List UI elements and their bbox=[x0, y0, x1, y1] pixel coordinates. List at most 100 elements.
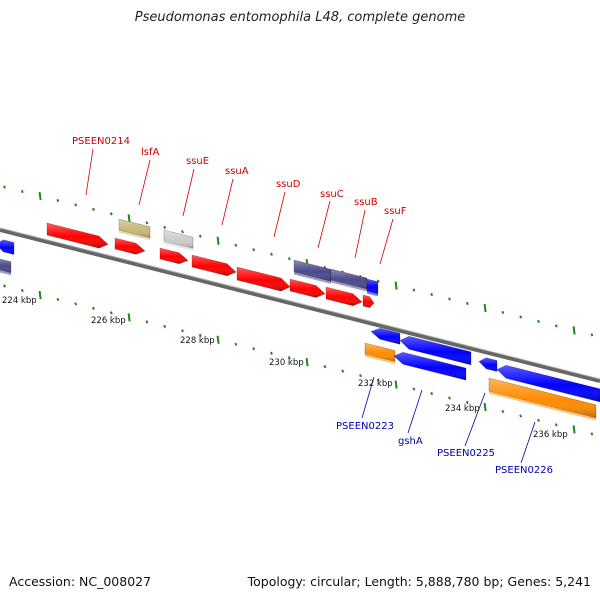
scale-label-232: 232 kbp bbox=[358, 379, 393, 389]
outer-major-tick bbox=[216, 236, 220, 245]
inner-minor-tick bbox=[359, 373, 362, 378]
backbone bbox=[0, 227, 600, 383]
accession-text: Accession: NC_008027 bbox=[9, 574, 152, 589]
inner-major-tick bbox=[572, 425, 576, 434]
outer-minor-tick bbox=[537, 319, 540, 324]
gene-label-lsfa: lsfA bbox=[141, 147, 160, 158]
inner-minor-tick bbox=[234, 342, 238, 346]
inner-minor-tick bbox=[252, 347, 256, 351]
outer-major-tick bbox=[483, 303, 487, 313]
outer-minor-tick bbox=[74, 203, 78, 207]
feature-ssuc bbox=[293, 259, 332, 284]
scale-label-226: 226 kbp bbox=[91, 316, 126, 326]
outer-minor-tick bbox=[590, 333, 594, 337]
outer-minor-tick bbox=[519, 315, 523, 319]
outer-minor-tick bbox=[56, 198, 60, 203]
feature-pseen0214 bbox=[46, 222, 109, 249]
scale-label-236: 236 kbp bbox=[533, 430, 568, 440]
feature-lsfa bbox=[118, 218, 151, 241]
inner-minor-tick bbox=[198, 333, 202, 337]
gene-label-gsha: gshA bbox=[398, 436, 423, 447]
feature-left-slate bbox=[0, 258, 12, 276]
feature-ssud bbox=[236, 266, 291, 292]
inner-minor-tick bbox=[20, 288, 24, 293]
outer-minor-tick bbox=[3, 185, 6, 189]
scale-label-228: 228 kbp bbox=[180, 336, 215, 346]
inner-minor-tick bbox=[448, 396, 451, 400]
inner-minor-tick bbox=[145, 320, 149, 324]
outer-minor-tick bbox=[270, 252, 273, 256]
feature-ssuf-blue bbox=[366, 278, 379, 297]
outer-minor-tick bbox=[501, 310, 505, 315]
inner-minor-tick bbox=[56, 297, 60, 302]
inner-minor-tick bbox=[465, 400, 469, 405]
inner-minor-tick bbox=[412, 387, 416, 391]
outer-minor-tick bbox=[234, 243, 238, 247]
inner-minor-tick bbox=[74, 302, 78, 306]
gene-label-ssuf: ssuF bbox=[384, 206, 407, 217]
leader-pseen0214 bbox=[85, 148, 94, 196]
topology-text: Topology: circular; Length: 5,888,780 bp… bbox=[247, 574, 591, 589]
outer-minor-tick bbox=[20, 189, 24, 194]
inner-minor-tick bbox=[181, 329, 184, 333]
leader-ssuc bbox=[317, 200, 331, 249]
scale-label-234: 234 kbp bbox=[445, 404, 480, 414]
inner-minor-tick bbox=[3, 284, 6, 288]
inner-minor-tick bbox=[537, 418, 540, 423]
feature-ssue bbox=[163, 229, 194, 251]
outer-minor-tick bbox=[465, 301, 469, 306]
inner-minor-tick bbox=[163, 324, 167, 328]
feature-pseen0226-rna bbox=[488, 377, 597, 421]
outer-minor-tick bbox=[376, 279, 380, 283]
inner-tick-ring bbox=[3, 284, 594, 436]
gene-label-ssua: ssuA bbox=[225, 166, 249, 177]
outer-minor-tick bbox=[287, 257, 291, 261]
outer-major-tick bbox=[394, 281, 398, 290]
inner-minor-tick bbox=[554, 423, 558, 427]
outer-major-tick bbox=[572, 326, 576, 335]
inner-minor-tick bbox=[376, 378, 380, 382]
leader-gsha bbox=[407, 389, 423, 434]
outer-minor-tick bbox=[145, 221, 149, 225]
gene-label-pseen0223: PSEEN0223 bbox=[336, 421, 394, 432]
gene-label-ssub: ssuB bbox=[354, 197, 378, 208]
feature-pseen0226 bbox=[496, 364, 600, 403]
outer-minor-tick bbox=[92, 207, 95, 212]
feature-ssuf bbox=[362, 294, 375, 308]
leader-pseen0223 bbox=[361, 376, 375, 419]
inner-major-tick bbox=[305, 358, 309, 367]
outer-minor-tick bbox=[252, 248, 256, 252]
inner-minor-tick bbox=[341, 369, 345, 373]
label-leaders bbox=[85, 148, 536, 464]
inner-minor-tick bbox=[590, 432, 594, 436]
leader-ssuf bbox=[379, 218, 394, 265]
feature-pseen0225 bbox=[478, 357, 498, 372]
gene-label-ssue: ssuE bbox=[186, 156, 209, 167]
gene-label-pseen0225: PSEEN0225 bbox=[437, 448, 495, 459]
inner-minor-tick bbox=[287, 356, 291, 360]
inner-major-tick bbox=[394, 380, 398, 389]
feature-ssue-b bbox=[159, 247, 189, 265]
feature-ssuc-b bbox=[289, 278, 326, 298]
feature-ssua bbox=[191, 254, 237, 277]
leader-lsfa bbox=[138, 159, 151, 206]
inner-major-tick bbox=[483, 402, 487, 412]
leader-ssue bbox=[182, 168, 195, 217]
outer-minor-tick bbox=[448, 297, 451, 301]
feature-lsfa-b bbox=[114, 237, 146, 255]
outer-minor-tick bbox=[412, 288, 416, 292]
feature-track bbox=[0, 218, 600, 421]
feature-pseen0222 bbox=[370, 327, 401, 345]
outer-minor-tick bbox=[198, 234, 202, 238]
inner-minor-tick bbox=[92, 306, 95, 311]
leader-pseen0226 bbox=[520, 421, 536, 464]
label-layer: 224 kbp 226 kbp 228 kbp 230 kbp 232 kbp … bbox=[2, 136, 568, 476]
inner-major-tick bbox=[38, 290, 42, 300]
gene-label-pseen0214: PSEEN0214 bbox=[72, 136, 130, 147]
outer-minor-tick bbox=[109, 212, 113, 216]
inner-minor-tick bbox=[519, 414, 523, 418]
feature-ssub-b bbox=[325, 286, 363, 307]
inner-minor-tick bbox=[430, 391, 434, 396]
feature-ssub bbox=[330, 268, 368, 292]
